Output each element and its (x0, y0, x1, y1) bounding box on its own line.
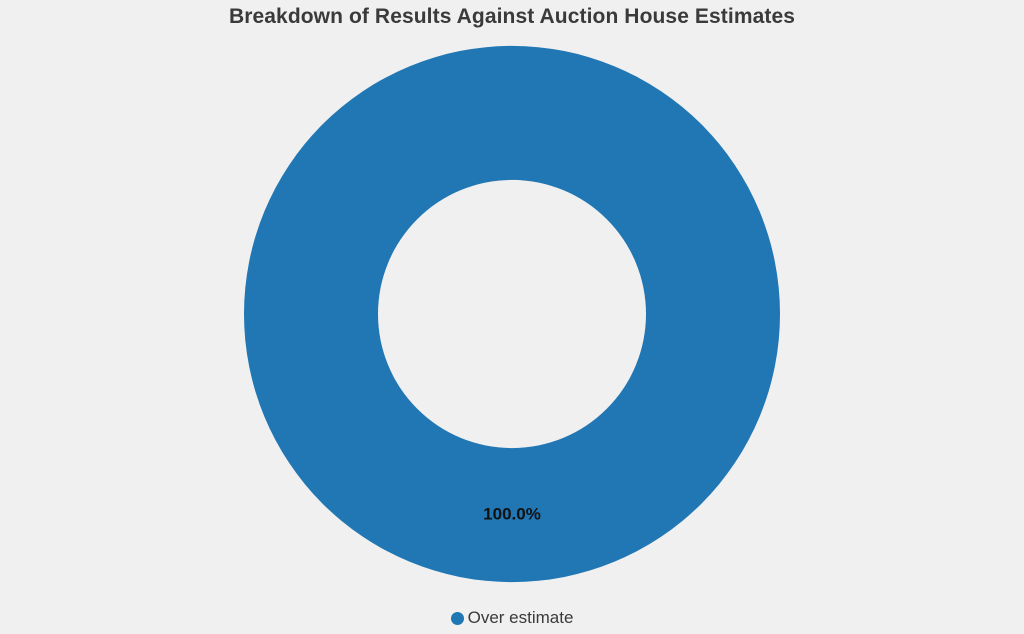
legend-label: Over estimate (467, 608, 574, 627)
donut-slice-over-estimate[interactable] (243, 45, 781, 583)
legend-item-over-estimate[interactable]: Over estimate (450, 608, 574, 628)
chart-title: Breakdown of Results Against Auction Hou… (228, 5, 796, 28)
donut-slice-labels: 100.0% (483, 504, 541, 523)
legend-swatch (450, 611, 464, 625)
donut-slice-label: 100.0% (483, 504, 541, 523)
legend: Over estimate (0, 608, 1024, 628)
donut-slices (243, 45, 781, 583)
